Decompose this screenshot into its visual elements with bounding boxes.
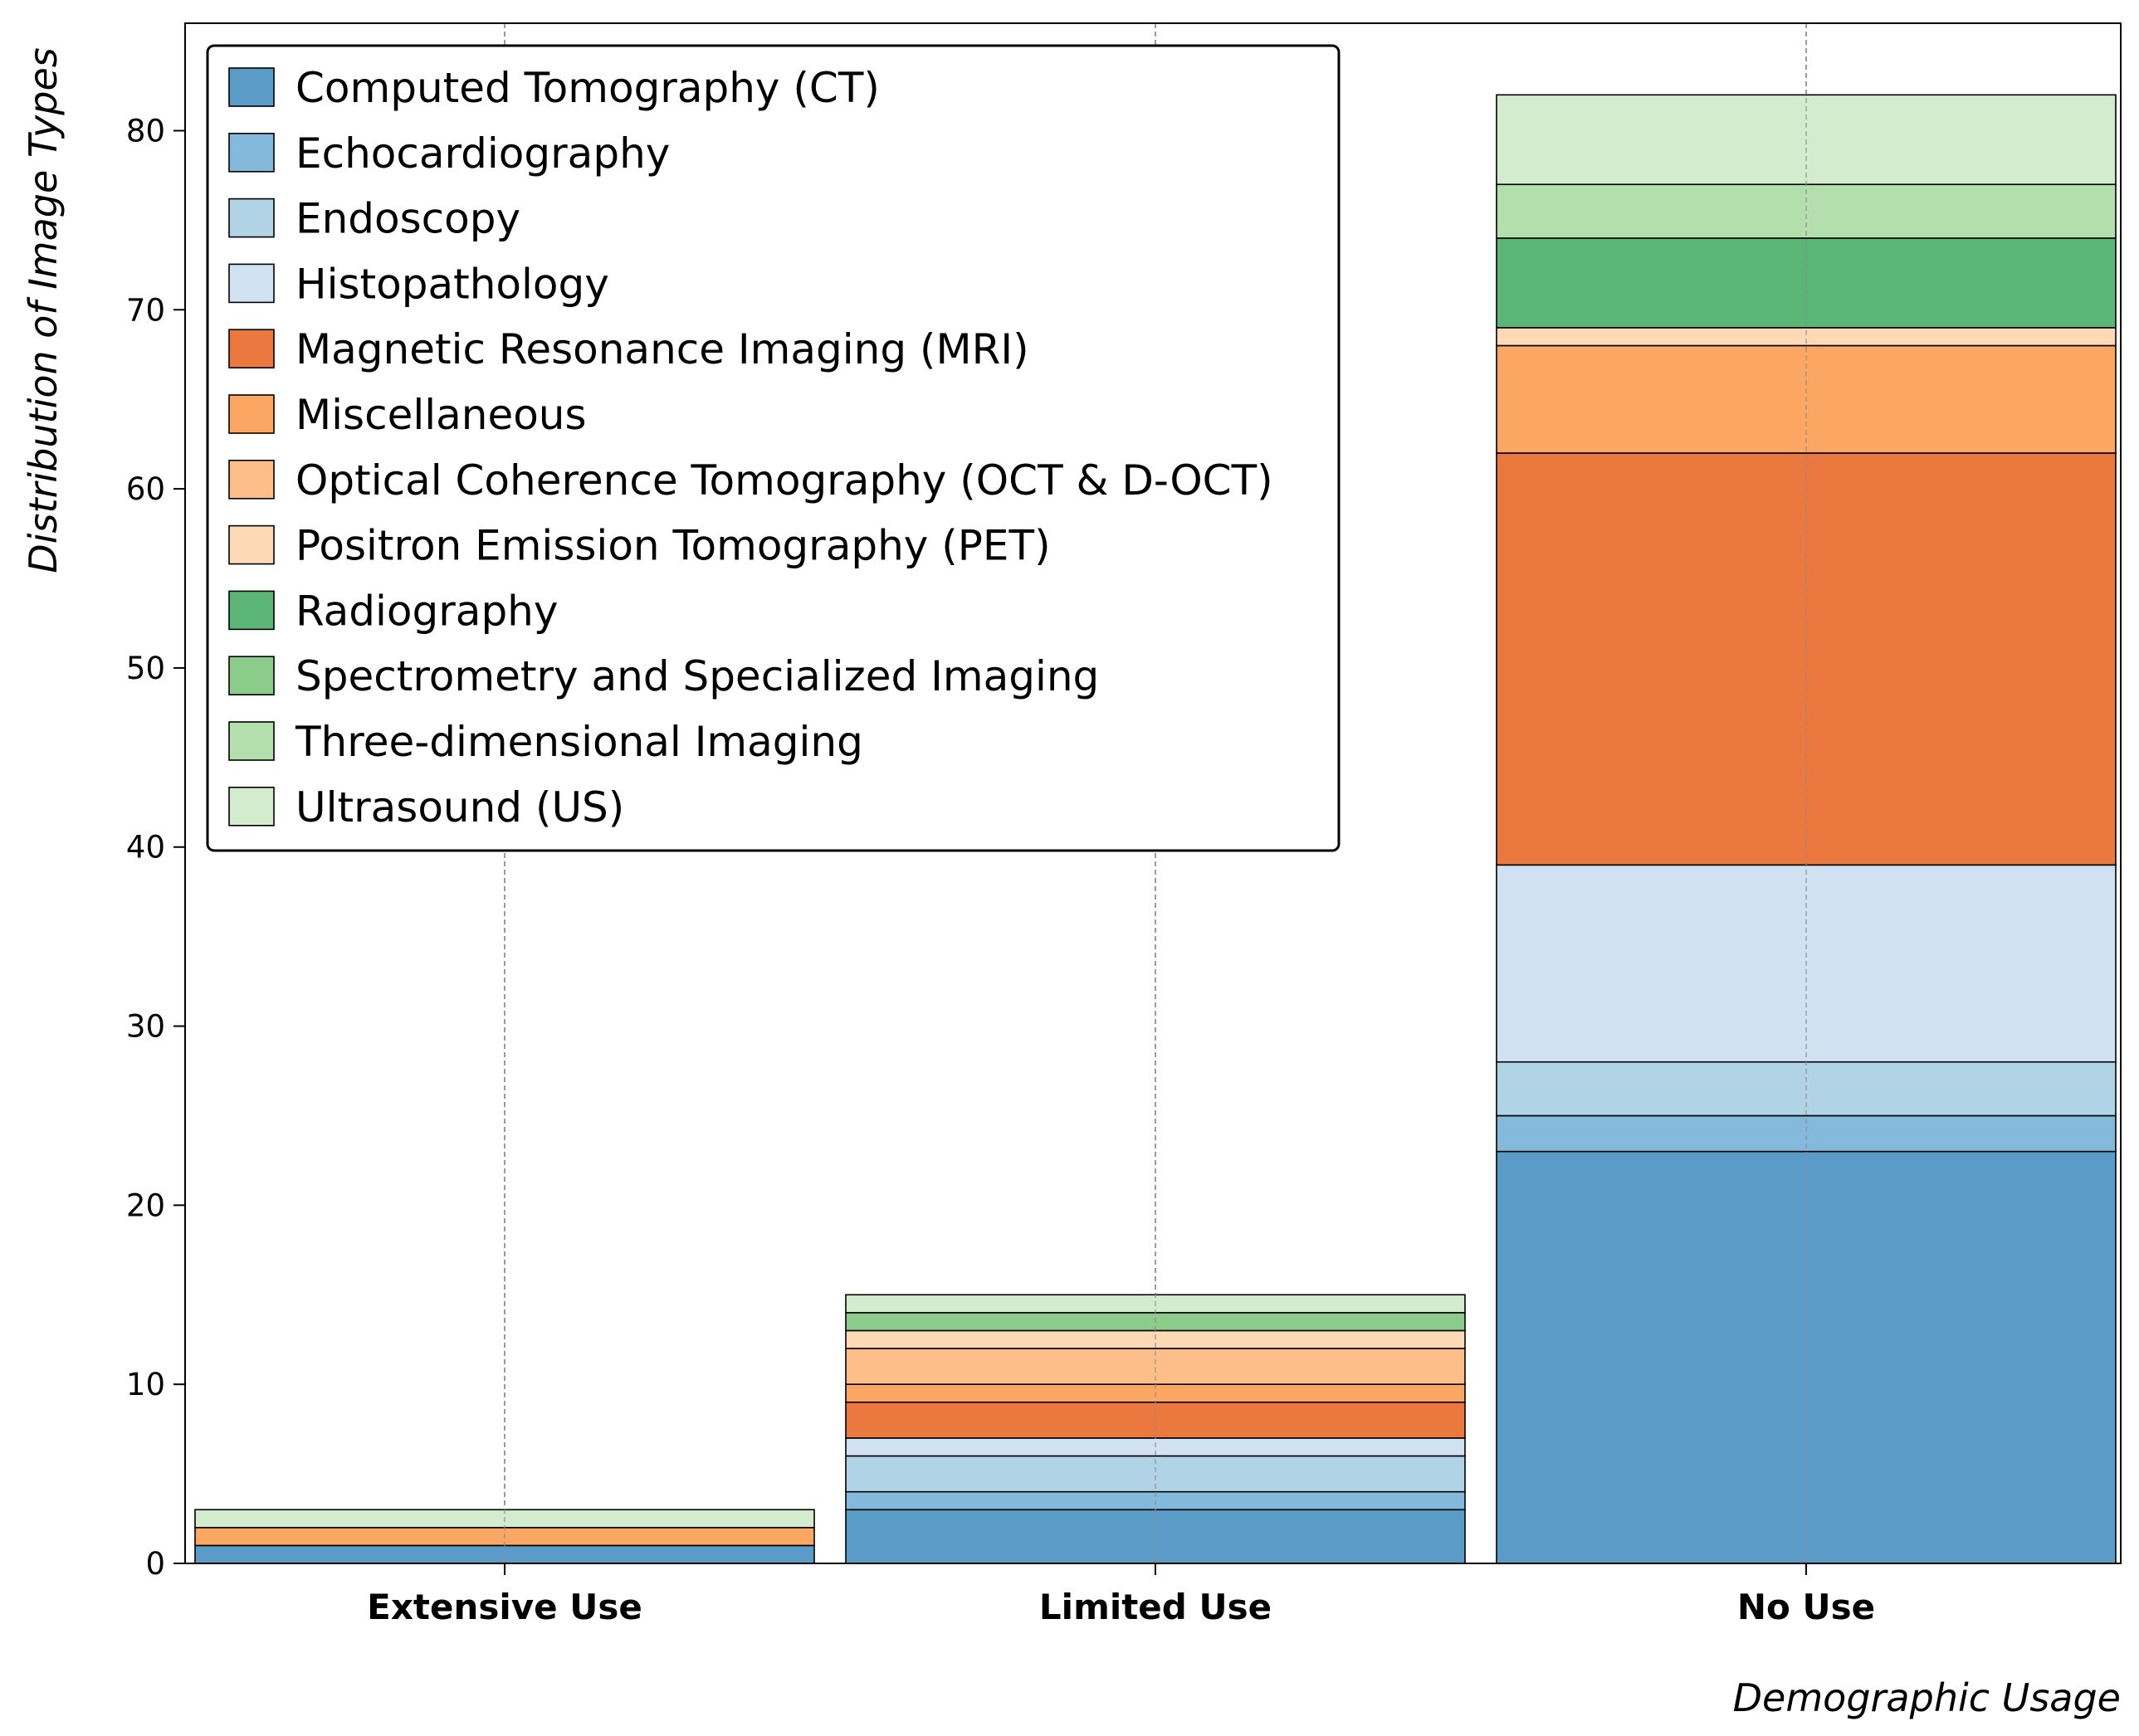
legend-swatch [228,459,275,500]
legend-label: Spectrometry and Specialized Imaging [295,652,1099,700]
legend-swatch [228,329,275,369]
legend-swatch [228,197,275,238]
legend-label: Positron Emission Tomography (PET) [295,522,1051,570]
legend-swatch [228,656,275,696]
legend-label: Magnetic Resonance Imaging (MRI) [295,325,1029,373]
y-tick-label: 40 [126,830,165,866]
legend-swatch [228,590,275,631]
y-tick-label: 30 [126,1009,165,1045]
legend-swatch [228,263,275,304]
bars [194,23,2117,1564]
legend: Computed Tomography (CT) Echocardiography… [206,44,1341,852]
y-tick-label: 50 [126,651,165,686]
legend-label: Radiography [295,587,558,635]
legend-swatch [228,786,275,827]
x-tick-label: No Use [1737,1587,1875,1627]
x-tick-label: Extensive Use [367,1587,642,1627]
x-axis: Extensive Use Limited Use No Use [367,1563,1875,1627]
legend-label: Three-dimensional Imaging [295,718,863,766]
legend-label: Echocardiography [295,129,670,178]
legend-label: Miscellaneous [295,391,587,439]
legend-label: Histopathology [295,260,609,308]
y-tick-label: 80 [126,113,165,149]
legend-swatch [228,524,275,565]
legend-label: Computed Tomography (CT) [295,64,880,112]
legend-swatch [228,67,275,107]
legend-label: Endoscopy [295,195,520,243]
y-axis: 0 10 20 30 40 50 60 70 80 [126,113,185,1582]
y-tick-label: 10 [126,1367,165,1402]
legend-swatch [228,721,275,761]
legend-label: Ultrasound (US) [295,783,624,831]
legend-label: Optical Coherence Tomography (OCT & D-OC… [295,456,1273,505]
legend-swatch [228,133,275,173]
y-tick-label: 0 [145,1546,165,1582]
x-tick-label: Limited Use [1039,1587,1272,1627]
legend-frame [206,44,1341,852]
y-axis-title: Distribution of Image Types [21,47,66,573]
y-tick-label: 60 [126,471,165,507]
legend-swatch [228,394,275,434]
plot-frame [184,22,2122,1564]
y-tick-label: 70 [126,292,165,328]
x-axis-title: Demographic Usage [1733,1675,2121,1720]
y-tick-label: 20 [126,1187,165,1223]
